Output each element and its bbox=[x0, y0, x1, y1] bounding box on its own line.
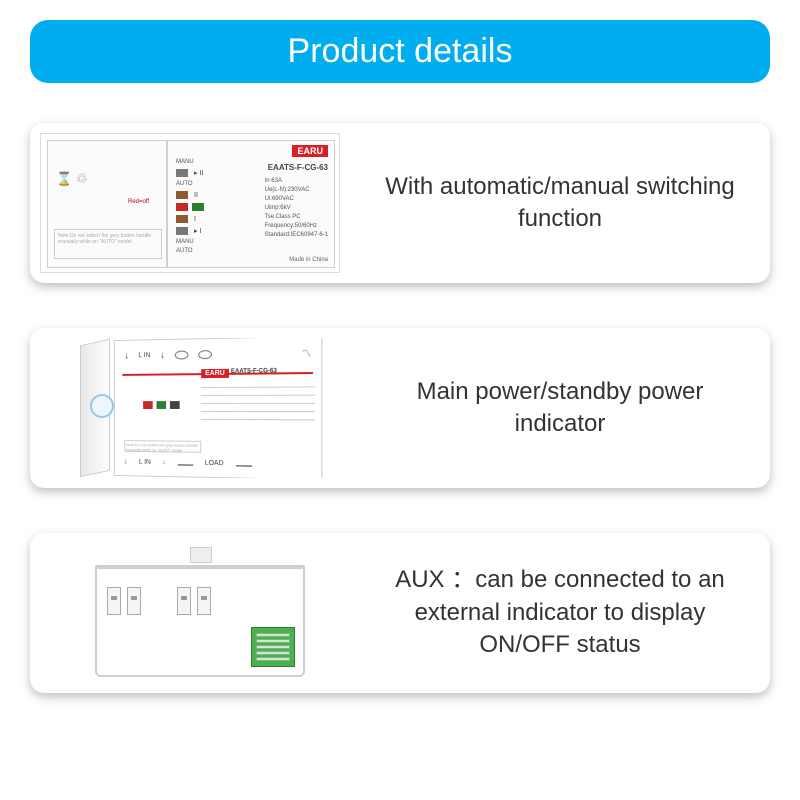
led-red-icon bbox=[176, 203, 188, 211]
hourglass-icon: ⌛ bbox=[56, 171, 72, 187]
brand-badge: EARU bbox=[292, 145, 328, 157]
led-green-icon bbox=[156, 401, 166, 409]
lin-label: L IN bbox=[139, 458, 151, 465]
product-image-angled: ↓ L IN ↓ 〽 EARU EAATS-F-CG-63 Note:Do no… bbox=[40, 338, 340, 478]
indicator-leds bbox=[143, 401, 180, 409]
terminal-icon bbox=[177, 459, 193, 465]
made-in: Made in China bbox=[289, 257, 328, 263]
terminal-icon bbox=[174, 350, 188, 359]
model-number: EAATS-F-CG-63 bbox=[268, 163, 328, 172]
warning-note: Note:Do not switch the grey button handl… bbox=[54, 229, 162, 259]
card-caption: AUX ：can be connected to an external ind… bbox=[370, 564, 750, 661]
arrow-down-icon: ↓ bbox=[162, 459, 165, 466]
side-button-icon bbox=[90, 394, 114, 418]
terminal-slots bbox=[107, 587, 141, 615]
led-red-icon bbox=[143, 401, 153, 409]
led-brown-icon bbox=[176, 191, 188, 199]
led-grey-icon bbox=[176, 169, 188, 177]
terminal-slots bbox=[177, 587, 211, 615]
arrow-down-icon: ↓ bbox=[124, 458, 127, 465]
card-caption: With automatic/manual switching function bbox=[370, 171, 750, 236]
mode-controls: MANU ▸ II AUTO II Red=off I ▸ I MANU AUT… bbox=[176, 159, 236, 257]
recycle-icon: ♲ bbox=[76, 171, 88, 187]
section-header: Product details bbox=[30, 20, 770, 83]
aux-connector bbox=[251, 627, 295, 667]
detail-card-1: ⌛ ♲ Note:Do not switch the grey button h… bbox=[30, 123, 770, 283]
terminal-icon bbox=[198, 350, 212, 359]
product-image-front: ⌛ ♲ Note:Do not switch the grey button h… bbox=[40, 133, 340, 273]
arrow-down-icon: ↓ bbox=[160, 349, 165, 360]
red-off-label: Red=off bbox=[128, 199, 149, 205]
brand-badge: EARU bbox=[201, 369, 229, 378]
model-number: EAATS-F-CG-63 bbox=[231, 368, 277, 375]
detail-card-3: AUX ：can be connected to an external ind… bbox=[30, 533, 770, 693]
arrow-down-icon: ↓ bbox=[124, 350, 129, 361]
led-grey-icon bbox=[170, 401, 180, 409]
spec-list: In 63A Ue(L-N):230VAC Ui:690VAC Uimp:6kV… bbox=[265, 177, 328, 240]
logo-icon: 〽 bbox=[301, 346, 310, 359]
terminal-icon bbox=[236, 460, 252, 466]
led-green-icon bbox=[192, 203, 204, 211]
card-caption: Main power/standby power indicator bbox=[370, 376, 750, 441]
warning-note: Note:Do not switch the grey button handl… bbox=[124, 440, 201, 453]
detail-card-2: ↓ L IN ↓ 〽 EARU EAATS-F-CG-63 Note:Do no… bbox=[30, 328, 770, 488]
spec-lines bbox=[201, 383, 315, 424]
lin-label: L IN bbox=[138, 352, 150, 359]
product-image-bottom bbox=[40, 543, 340, 683]
load-label: LOAD bbox=[205, 459, 224, 466]
